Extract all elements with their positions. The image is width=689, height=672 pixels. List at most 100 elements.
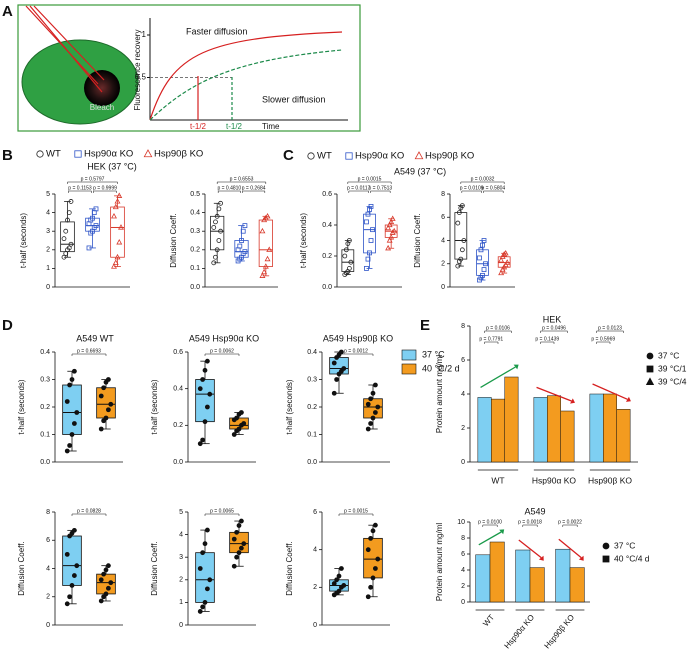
trend-arrow-head [538,555,544,561]
bracket [93,190,117,193]
p-value: p = 0.0496 [542,325,566,331]
p-value: p = 0.1439 [535,336,559,342]
data-point [63,228,69,234]
data-point [241,421,247,426]
legend-swatch [401,363,417,375]
panel-label: A [2,3,13,20]
data-point [346,265,352,271]
y-tick-label: 0.4 [173,386,183,393]
trend-arrow-head [578,555,584,561]
y-tick-label: 2 [179,577,183,584]
data-point [365,426,371,432]
data-point [213,254,218,260]
bar [547,395,561,463]
data-point [202,600,208,605]
data-point [65,217,70,223]
data-point [202,419,208,425]
data-point [105,563,111,569]
data-point [197,566,203,571]
data-point [343,270,349,276]
trend-arrow [592,383,628,400]
trend-arrow [480,366,516,388]
data-point [74,563,80,569]
y-axis-label: Diffusion Coeff. [169,213,178,267]
data-point [481,238,487,243]
data-point [375,556,381,562]
y-tick-label: 2 [313,584,317,591]
legend-label: 37 °C [658,350,679,360]
y-tick-label: 0.2 [322,253,332,260]
data-point [331,581,337,586]
data-point [216,206,222,212]
y-tick-label: 6 [313,509,317,516]
data-point [264,212,271,219]
data-point [343,247,349,253]
data-point [391,227,398,234]
p-value: p = 0.0018 [518,519,542,525]
data-point [204,404,210,410]
p-value: p = 0.0065 [210,508,234,514]
y-tick-label: 2 [441,261,445,268]
diagram-frame [17,4,361,132]
data-point [461,238,467,243]
y-tick-label: 5 [46,191,50,198]
bracket [562,524,578,527]
data-point [234,415,240,421]
data-point [103,591,109,597]
y-tick-label: 5 [179,509,183,516]
data-point [375,404,381,410]
y-tick-label: 4 [46,565,50,572]
data-point [204,527,210,533]
bracket [71,353,107,356]
data-point [74,410,80,415]
bracket [540,341,555,344]
p-value: p = 0.0015 [344,508,368,514]
y-tick-label: 8 [461,535,465,542]
legend-marker [602,555,610,563]
data-point [458,256,464,262]
bracket [596,341,611,344]
data-point [341,366,347,371]
data-point [368,535,374,541]
data-point [501,251,508,257]
data-point [63,251,69,256]
data-point [118,224,124,230]
data-point [385,224,392,231]
y-tick-label: 6 [461,551,465,558]
data-point [367,207,372,212]
p-value: p = 0.0100 [478,519,502,525]
p-value: p = 0.0022 [558,519,582,525]
p-value: p = 0.2684 [242,185,266,191]
chart-title: A549 WT [76,333,114,343]
panel-label: C [283,147,294,164]
data-point [105,407,111,413]
y-tick-label: 0 [179,622,183,629]
bracket [67,181,118,184]
bar [504,376,519,463]
data-point [213,219,218,225]
y-tick-label: 0.0 [173,459,183,466]
data-point [478,247,484,253]
data-point [386,221,393,228]
data-point [66,245,72,251]
y-tick-label: 1 [179,599,183,606]
data-point [116,192,123,198]
data-point [481,267,487,272]
data-point [101,571,107,577]
data-point [368,584,374,590]
bracket [242,190,266,193]
legend-marker [307,152,315,160]
data-point [61,254,67,260]
data-point [105,377,111,382]
legend-label: 40 °C/4 d [614,553,650,563]
x-tick-label: Hsp90β KO [543,613,577,651]
data-point [68,199,74,204]
y-tick-label: 0.1 [307,431,317,438]
data-point [483,261,488,267]
y-tick-label: 8 [46,509,50,516]
y-tick-label: 0.2 [40,404,50,411]
x-tick-label: Hsp90α KO [503,613,537,651]
p-value: p = 0.6553 [230,176,254,182]
y-axis-label: t-half (seconds) [19,213,28,268]
